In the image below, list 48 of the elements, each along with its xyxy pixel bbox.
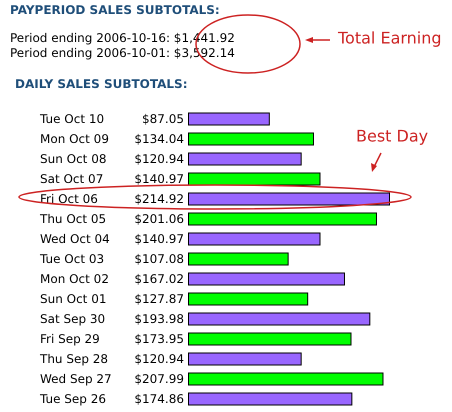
data-label: $134.04 xyxy=(134,132,184,146)
y-tick-label: Tue Oct 03 xyxy=(39,252,104,266)
data-label: $140.97 xyxy=(134,172,184,186)
text: Total Earning xyxy=(337,28,442,48)
data-label: $107.08 xyxy=(134,252,184,266)
y-tick-label: Thu Sep 28 xyxy=(39,352,108,366)
y-tick-label: Wed Sep 27 xyxy=(40,372,112,386)
data-label: $167.02 xyxy=(134,272,184,286)
y-tick-label: Fri Sep 29 xyxy=(40,332,100,346)
data-label: $120.94 xyxy=(134,352,184,366)
bar xyxy=(188,132,314,146)
bar xyxy=(188,292,308,306)
chart-title: DAILY SALES SUBTOTALS: xyxy=(15,77,188,91)
data-label: $174.86 xyxy=(134,392,184,406)
bar xyxy=(188,212,377,226)
bar xyxy=(188,312,370,326)
bar xyxy=(188,252,289,266)
data-label: $120.94 xyxy=(134,152,184,166)
bar xyxy=(188,332,352,346)
bar xyxy=(188,232,320,246)
data-label: $201.06 xyxy=(134,212,184,226)
y-tick-label: Sun Oct 08 xyxy=(40,152,106,166)
y-tick-label: Sun Oct 01 xyxy=(40,292,106,306)
y-tick-label: Tue Oct 10 xyxy=(39,112,104,126)
bar xyxy=(188,372,384,386)
bar xyxy=(188,352,302,366)
bar xyxy=(188,112,270,126)
text: PAYPERIOD SALES SUBTOTALS: xyxy=(10,3,220,17)
y-tick-label: Mon Oct 02 xyxy=(40,272,109,286)
data-label: $127.87 xyxy=(134,292,184,306)
bar xyxy=(188,152,302,166)
bar xyxy=(188,172,320,186)
data-label: $173.95 xyxy=(134,332,184,346)
data-label: $140.97 xyxy=(134,232,184,246)
bar xyxy=(188,272,345,286)
data-label: $193.98 xyxy=(134,312,184,326)
y-tick-label: Sat Oct 07 xyxy=(40,172,104,186)
data-label: $214.92 xyxy=(134,192,184,206)
y-tick-label: Sat Sep 30 xyxy=(40,312,106,326)
y-tick-label: Mon Oct 09 xyxy=(40,132,109,146)
y-tick-label: Thu Oct 05 xyxy=(39,212,106,226)
y-tick-label: Tue Sep 26 xyxy=(39,392,106,406)
bar xyxy=(188,192,390,206)
bar xyxy=(188,392,352,406)
data-label: $207.99 xyxy=(134,372,184,386)
y-tick-label: Wed Oct 04 xyxy=(40,232,110,246)
annotation: Best Day xyxy=(356,126,428,146)
data-label: $87.05 xyxy=(142,112,184,126)
